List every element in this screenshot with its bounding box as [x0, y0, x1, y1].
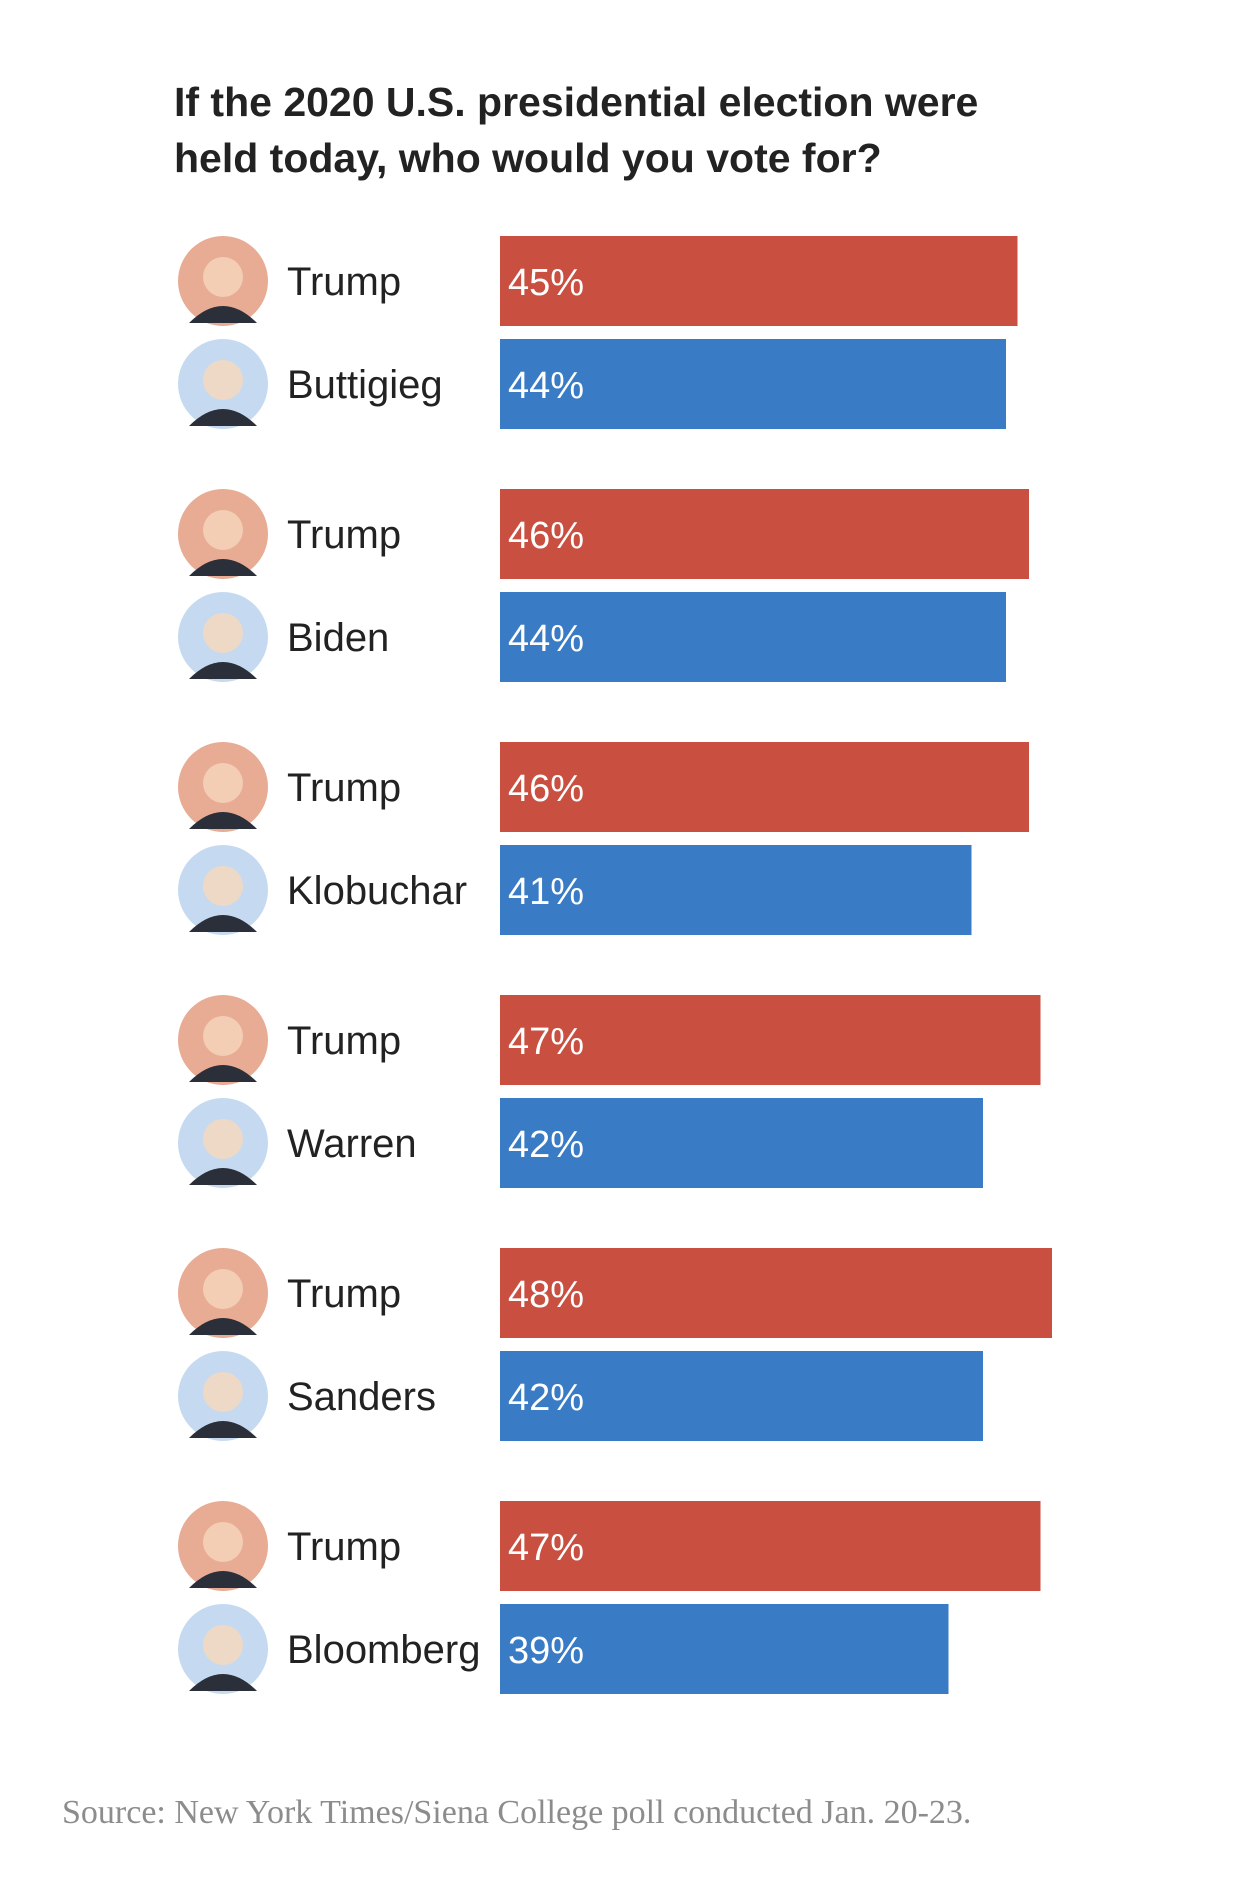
bar-democrat — [500, 1604, 949, 1694]
bar-democrat — [500, 339, 1006, 429]
candidate-name: Trump — [287, 1019, 401, 1063]
avatar-suit-icon — [189, 1421, 257, 1438]
avatar-face-icon — [203, 1119, 243, 1159]
candidate-name: Buttigieg — [287, 363, 443, 407]
bar-value-label: 46% — [508, 515, 584, 557]
bar-democrat — [500, 1098, 983, 1188]
avatar-face-icon — [203, 510, 243, 550]
avatar-face-icon — [203, 1625, 243, 1665]
avatar-suit-icon — [189, 1065, 257, 1082]
bar-democrat — [500, 592, 1006, 682]
bar-value-label: 44% — [508, 365, 584, 407]
candidate-name: Sanders — [287, 1375, 436, 1419]
avatar-face-icon — [203, 1269, 243, 1309]
avatar-suit-icon — [189, 1168, 257, 1185]
bar-value-label: 42% — [508, 1124, 584, 1166]
avatar-face-icon — [203, 1372, 243, 1412]
avatar-face-icon — [203, 257, 243, 297]
avatar-suit-icon — [189, 409, 257, 426]
candidate-name: Warren — [287, 1122, 417, 1166]
bar-value-label: 47% — [508, 1527, 584, 1569]
bar-value-label: 44% — [508, 618, 584, 660]
bar-democrat — [500, 845, 972, 935]
avatar-suit-icon — [189, 559, 257, 576]
chart-title: If the 2020 U.S. presidential election w… — [174, 79, 979, 181]
avatar-face-icon — [203, 763, 243, 803]
avatar-face-icon — [203, 1522, 243, 1562]
candidate-name: Bloomberg — [287, 1628, 480, 1672]
bar-republican — [500, 1248, 1052, 1338]
avatar-face-icon — [203, 866, 243, 906]
bar-value-label: 46% — [508, 768, 584, 810]
avatar-suit-icon — [189, 1674, 257, 1691]
bar-value-label: 45% — [508, 262, 584, 304]
candidate-name: Trump — [287, 513, 401, 557]
candidate-name: Trump — [287, 1272, 401, 1316]
avatar-suit-icon — [189, 812, 257, 829]
bar-democrat — [500, 1351, 983, 1441]
bar-value-label: 47% — [508, 1021, 584, 1063]
bar-republican — [500, 742, 1029, 832]
bar-value-label: 41% — [508, 871, 584, 913]
candidate-name: Trump — [287, 766, 401, 810]
avatar-suit-icon — [189, 915, 257, 932]
candidate-name: Trump — [287, 260, 401, 304]
bar-republican — [500, 995, 1041, 1085]
bar-republican — [500, 1501, 1041, 1591]
candidate-name: Biden — [287, 616, 389, 660]
bar-value-label: 48% — [508, 1274, 584, 1316]
avatar-suit-icon — [189, 1318, 257, 1335]
bar-chart: Trump 45% Buttigieg 44% Trump 46% Biden 44% Trum… — [178, 236, 1052, 1694]
avatar-face-icon — [203, 613, 243, 653]
bar-value-label: 42% — [508, 1377, 584, 1419]
candidate-name: Trump — [287, 1525, 401, 1569]
bar-republican — [500, 489, 1029, 579]
avatar-face-icon — [203, 360, 243, 400]
candidate-name: Klobuchar — [287, 869, 467, 913]
avatar-suit-icon — [189, 306, 257, 323]
bar-republican — [500, 236, 1018, 326]
bar-value-label: 39% — [508, 1630, 584, 1672]
avatar-face-icon — [203, 1016, 243, 1056]
avatar-suit-icon — [189, 1571, 257, 1588]
avatar-suit-icon — [189, 662, 257, 679]
source-note: Source: New York Times/Siena College pol… — [62, 1794, 972, 1831]
